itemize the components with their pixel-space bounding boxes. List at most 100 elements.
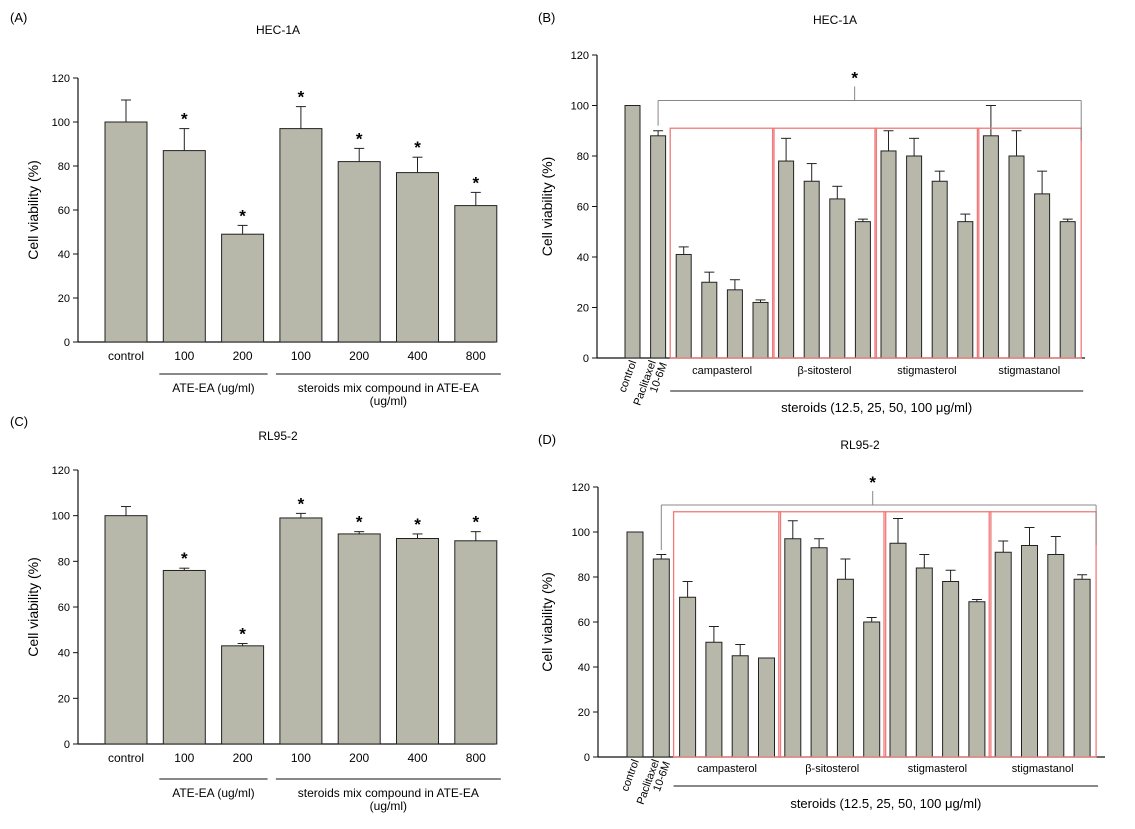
significance-star: * <box>181 549 188 568</box>
bar <box>784 538 802 758</box>
y-axis-title: Cell viability (%) <box>539 157 555 257</box>
x-tick-label: control <box>108 349 144 363</box>
bar <box>337 533 381 745</box>
bar <box>454 205 498 343</box>
group-box <box>988 511 1097 758</box>
significance-bracket: * <box>657 68 1082 141</box>
x-axis-title: steroids (12.5, 25, 50, 100 μg/ml) <box>790 796 981 811</box>
bar <box>880 150 897 359</box>
y-tick-label: 20 <box>58 293 70 305</box>
significance-bracket: * <box>660 473 1097 550</box>
x-tick-label: 800 <box>466 349 486 363</box>
bar <box>1021 545 1038 758</box>
y-tick-label: 40 <box>58 648 70 660</box>
bar <box>626 531 644 758</box>
group-label-line-1: steroids mix compound in ATE-EA <box>298 381 479 395</box>
significance-star: * <box>472 513 479 532</box>
group-label: β-sitosterol <box>797 365 851 377</box>
group-label: steroids mix compound in ATE-EA (ug/ml) <box>298 786 479 813</box>
chart-title: RL95-2 <box>840 438 880 452</box>
x-tick-label: 800 <box>466 751 486 765</box>
bar <box>396 538 439 745</box>
chart-title: HEC-1A <box>813 13 857 27</box>
y-tick-label: 40 <box>58 249 70 261</box>
significance-star: * <box>239 206 246 225</box>
significance-star: * <box>472 173 479 192</box>
x-tick-label: control <box>108 751 144 765</box>
y-tick-label: 120 <box>572 482 590 494</box>
significance-star: * <box>869 473 876 492</box>
bar <box>650 135 667 359</box>
panel-label: (C) <box>10 414 28 429</box>
significance-star: * <box>414 515 421 534</box>
bar <box>396 172 439 343</box>
bar <box>731 655 749 758</box>
bar <box>854 221 871 359</box>
group-label: steroids mix compound in ATE-EA (ug/ml) <box>298 381 479 408</box>
bar <box>104 515 148 745</box>
bar <box>810 547 828 758</box>
bar <box>1073 578 1091 758</box>
bar <box>726 289 743 359</box>
x-tick-label: 100 <box>291 751 311 765</box>
bar <box>982 135 999 359</box>
panel-1-y-axis: 0 20 40 60 80 100 120 Cell viability (%) <box>539 50 1085 365</box>
y-tick-label: 100 <box>52 511 70 523</box>
group-box <box>976 127 1082 359</box>
bar <box>915 567 933 758</box>
bar <box>279 128 323 343</box>
group-label-line-2: (ug/ml) <box>370 394 407 408</box>
y-tick-label: 0 <box>583 353 589 365</box>
bar <box>1008 155 1025 359</box>
panel-label: (D) <box>538 432 556 447</box>
y-tick-label: 100 <box>572 527 590 539</box>
bar <box>863 621 881 758</box>
group-label: β-sitosterol <box>805 763 859 775</box>
x-tick-label: 400 <box>407 751 427 765</box>
significance-star: * <box>298 494 305 513</box>
y-tick-label: 80 <box>58 161 70 173</box>
bar <box>162 569 206 745</box>
bar <box>1059 221 1076 359</box>
group-box <box>672 511 782 758</box>
y-tick-label: 40 <box>577 252 589 264</box>
bar <box>337 161 381 343</box>
y-tick-label: 120 <box>52 73 70 85</box>
y-tick-label: 20 <box>578 707 590 719</box>
y-axis-title: Cell viability (%) <box>25 557 41 657</box>
group-label: campasterol <box>697 763 757 775</box>
x-axis-title: steroids (12.5, 25, 50, 100 μg/ml) <box>781 400 972 415</box>
bar <box>931 180 948 359</box>
bar <box>221 233 265 343</box>
bar <box>652 558 670 758</box>
bar <box>221 645 265 745</box>
bar <box>803 180 820 359</box>
significance-star: * <box>356 513 363 532</box>
group-label: stigmasterol <box>897 365 956 377</box>
y-tick-label: 120 <box>571 50 589 62</box>
bar <box>906 155 923 359</box>
group-box <box>669 127 775 359</box>
y-axis-title: Cell viability (%) <box>25 160 41 260</box>
group-box <box>883 511 992 758</box>
group-label: campasterol <box>692 365 752 377</box>
bar <box>778 160 795 359</box>
group-box <box>771 127 878 359</box>
bar <box>162 150 206 343</box>
bar <box>624 105 641 359</box>
y-axis-title: Cell viability (%) <box>539 572 555 672</box>
group-label: stigmastanol <box>1012 763 1074 775</box>
bar <box>705 641 723 758</box>
group-label: ATE-EA (ug/ml) <box>172 381 254 395</box>
y-tick-label: 20 <box>58 693 70 705</box>
bar <box>1034 193 1051 359</box>
panel-label: (B) <box>538 10 555 25</box>
group-label: stigmasterol <box>908 763 967 775</box>
y-tick-label: 0 <box>64 337 70 349</box>
significance-star: * <box>851 68 858 87</box>
y-tick-label: 40 <box>578 662 590 674</box>
chart-title: RL95-2 <box>258 429 298 443</box>
x-tick-label: 100 <box>291 349 311 363</box>
